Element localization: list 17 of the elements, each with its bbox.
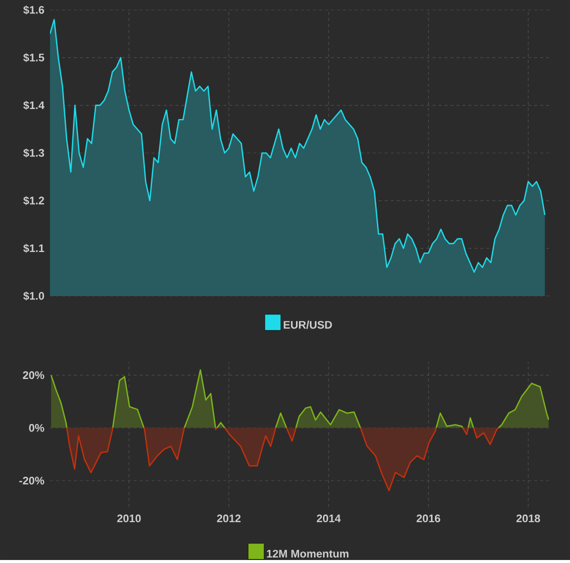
legend-label: 12M Momentum — [266, 550, 348, 558]
y-tick-label: $1.3 — [23, 148, 44, 158]
y-tick-label: 20% — [22, 371, 44, 380]
x-tick-label: 2018 — [516, 514, 540, 522]
y-tick-label: $1.2 — [23, 196, 44, 206]
x-tick-label: 2014 — [316, 514, 341, 522]
y-tick-label: $1.1 — [23, 244, 44, 253]
y-tick-label: $1.5 — [23, 53, 44, 62]
y-tick-label: $1.0 — [23, 292, 44, 300]
y-tick-label: 0% — [29, 424, 44, 432]
legend-label: EUR/USD — [284, 320, 332, 329]
y-tick-label: $1.6 — [23, 6, 44, 14]
y-tick-label: $1.4 — [23, 100, 44, 110]
y-tick-label: -20% — [19, 476, 44, 485]
x-tick-label: 2016 — [416, 514, 440, 522]
x-tick-label: 2010 — [117, 514, 141, 522]
x-tick-label: 2012 — [217, 514, 241, 522]
